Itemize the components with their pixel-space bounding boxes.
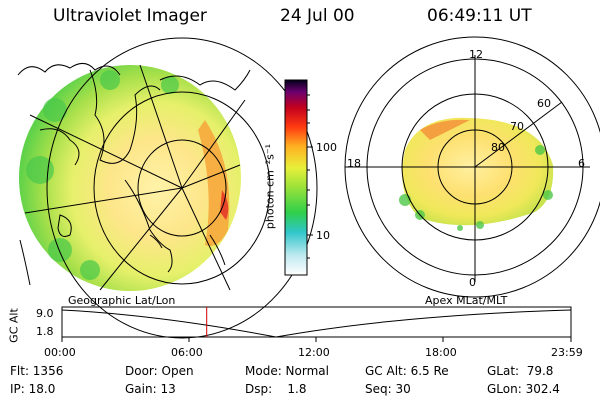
time-ticks: [61, 337, 572, 342]
lat-label-60: 60: [537, 97, 551, 110]
ip-value: IP: 18.0: [10, 382, 56, 396]
time-tick-0000: 00:00: [44, 346, 76, 359]
colorbar: [284, 79, 308, 276]
mlt-label-6: 6: [578, 157, 585, 170]
coastline-overlay: [17, 63, 251, 286]
glat-value: GLat: 79.8: [487, 364, 554, 378]
time-tick-1200: 12:00: [298, 346, 330, 359]
mlt-label-12: 12: [469, 48, 483, 61]
left-panel-label: Geographic Lat/Lon: [68, 294, 176, 307]
date-label: 24 Jul 00: [280, 6, 355, 26]
mlt-label-0: 0: [469, 276, 476, 289]
time-label: 06:49:11 UT: [427, 6, 532, 26]
colorbar-ticks: [307, 94, 313, 259]
door-value: Door: Open: [125, 364, 194, 378]
polar-auroral-image: [399, 117, 554, 231]
colorbar-tick-100: 100: [316, 141, 337, 154]
time-tick-0600: 06:00: [171, 346, 203, 359]
lat-label-70: 70: [510, 120, 524, 133]
mode-value: Mode: Normal: [245, 364, 329, 378]
lat-label-80: 80: [491, 141, 505, 154]
geographic-image: [19, 65, 241, 291]
seq-value: Seq: 30: [365, 382, 411, 396]
instrument-title: Ultraviolet Imager: [53, 6, 207, 26]
dsp-value: Dsp: 1.8: [245, 382, 307, 396]
mlt-label-18: 18: [347, 157, 361, 170]
colorbar-tick-10: 10: [316, 229, 330, 242]
gc-alt-value: GC Alt: 6.5 Re: [365, 364, 449, 378]
right-panel-label: Apex MLat/MLT: [425, 294, 508, 307]
altitude-tick-low: 1.8: [36, 325, 54, 338]
altitude-tick-high: 9.0: [36, 307, 54, 320]
gain-value: Gain: 13: [125, 382, 176, 396]
time-tick-2359: 23:59: [551, 346, 583, 359]
polar-grid: [344, 36, 600, 298]
altitude-curve: [61, 309, 572, 338]
glon-value: GLon: 302.4: [487, 382, 560, 396]
altitude-plot-frame: [61, 306, 572, 338]
latlon-grid: [24, 37, 318, 339]
flt-value: Flt: 1356: [10, 364, 64, 378]
time-tick-1800: 18:00: [425, 346, 457, 359]
